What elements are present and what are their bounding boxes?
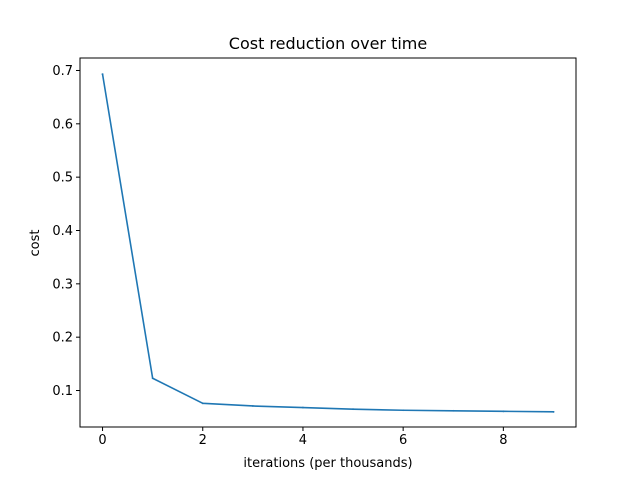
data-point bbox=[452, 409, 455, 412]
plot-area bbox=[79, 57, 577, 428]
series-layer bbox=[101, 73, 555, 413]
y-tick-label: 0.1 bbox=[52, 384, 73, 399]
y-axis-label: cost bbox=[28, 230, 43, 257]
y-tick-label: 0.2 bbox=[52, 331, 73, 346]
y-tick-label: 0.4 bbox=[52, 224, 73, 239]
y-axis: 0.1 0.2 0.3 0.4 0.5 0.6 0.7 bbox=[52, 64, 80, 399]
data-point bbox=[251, 405, 254, 407]
x-tick-label: 8 bbox=[499, 433, 507, 448]
x-axis-label: iterations (per thousands) bbox=[243, 456, 412, 471]
data-point bbox=[402, 409, 405, 412]
x-tick-label: 0 bbox=[98, 433, 106, 448]
x-axis: 0 2 4 6 8 bbox=[98, 427, 507, 448]
y-tick-label: 0.6 bbox=[52, 117, 73, 132]
chart-title: Cost reduction over time bbox=[229, 34, 427, 53]
x-tick-label: 4 bbox=[299, 433, 307, 448]
series-line bbox=[101, 73, 555, 413]
y-tick-label: 0.3 bbox=[52, 277, 73, 292]
data-point bbox=[352, 408, 354, 411]
y-tick-label: 0.7 bbox=[52, 64, 73, 79]
y-tick-label: 0.5 bbox=[52, 171, 73, 186]
data-point bbox=[502, 410, 505, 413]
data-point bbox=[302, 406, 304, 409]
data-point bbox=[552, 410, 555, 413]
data-point bbox=[201, 402, 204, 405]
data-point bbox=[151, 377, 154, 380]
data-point bbox=[101, 73, 104, 76]
plot-frame bbox=[79, 57, 577, 428]
x-tick-label: 2 bbox=[199, 433, 207, 448]
x-tick-label: 6 bbox=[399, 433, 407, 448]
